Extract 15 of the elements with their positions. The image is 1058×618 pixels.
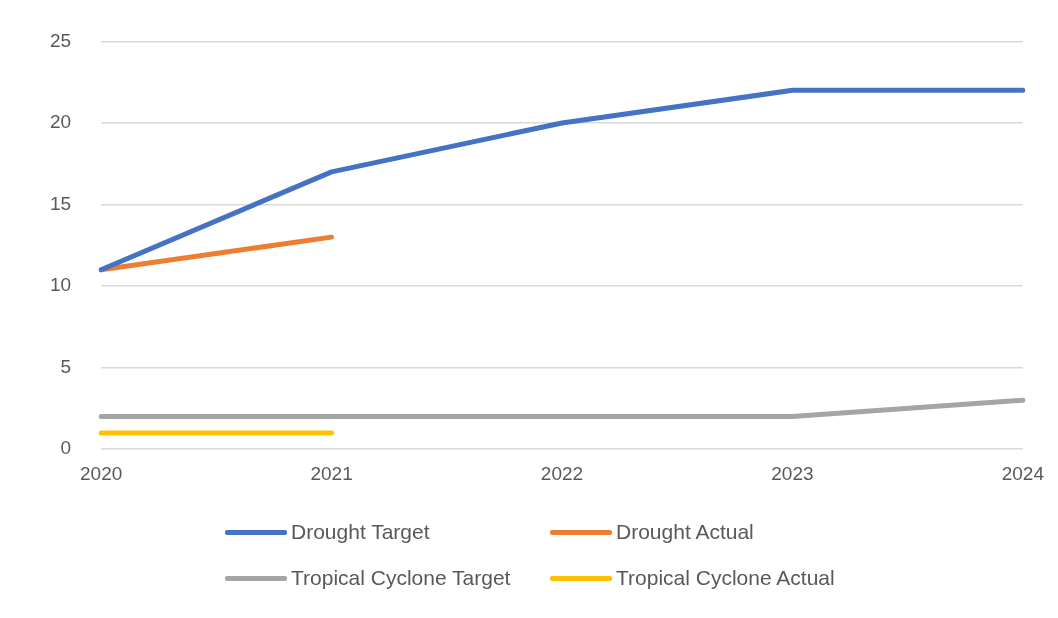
y-tick-label: 20 <box>49 111 72 133</box>
y-tick-label: 5 <box>60 355 72 377</box>
y-tick-label: 10 <box>49 274 72 296</box>
x-tick-label: 2021 <box>310 462 353 484</box>
legend-label: Drought Actual <box>616 520 754 544</box>
legend-label: Drought Target <box>291 520 430 544</box>
y-tick-label: 15 <box>49 192 72 214</box>
x-tick-label: 2024 <box>1001 462 1045 484</box>
legend-label: Tropical Cyclone Target <box>291 566 511 590</box>
x-tick-label: 2023 <box>771 462 814 484</box>
y-tick-label: 0 <box>60 437 72 459</box>
y-tick-label: 25 <box>49 29 72 51</box>
legend-label: Tropical Cyclone Actual <box>616 566 835 590</box>
x-tick-label: 2022 <box>540 462 584 484</box>
x-tick-label: 2020 <box>79 462 123 484</box>
